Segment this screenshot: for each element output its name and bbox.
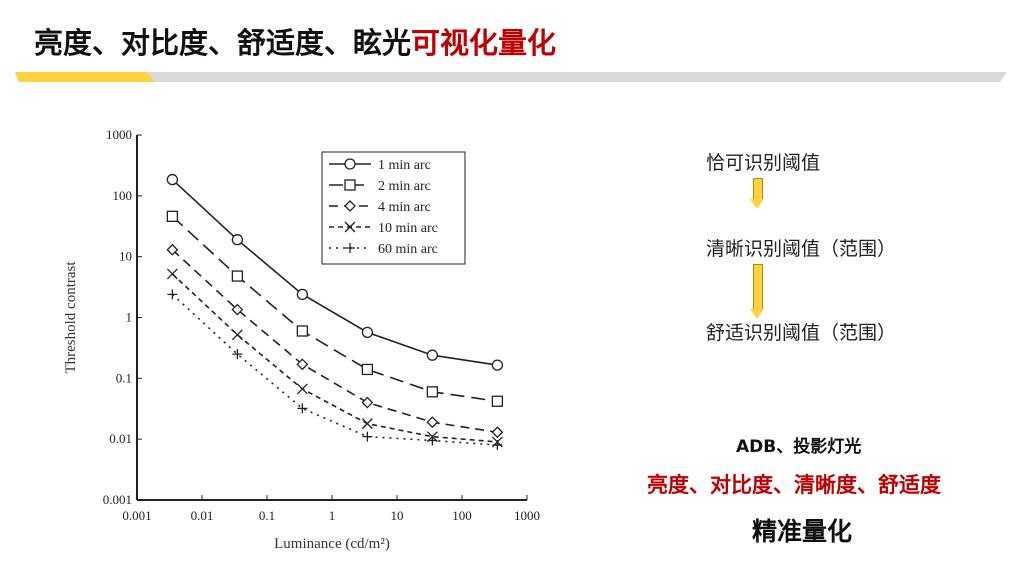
y-tick-label: 10 bbox=[119, 249, 132, 264]
diamond-marker bbox=[426, 416, 439, 429]
circle-marker bbox=[491, 359, 504, 371]
y-tick-label: 0.1 bbox=[116, 370, 132, 385]
x-tick-label: 100 bbox=[452, 508, 472, 523]
arrow-down-icon bbox=[750, 178, 764, 209]
flow-step-1: 恰可识别阈值 bbox=[706, 152, 821, 174]
diamond-marker bbox=[166, 243, 179, 256]
series-line-1 bbox=[171, 178, 498, 366]
x-marker bbox=[361, 418, 373, 430]
legend-label: 10 min arc bbox=[378, 221, 438, 236]
plus-marker bbox=[345, 243, 355, 253]
diamond-marker bbox=[491, 426, 504, 439]
plus-marker bbox=[232, 349, 243, 360]
x-axis-label: Luminance (cd/m²) bbox=[274, 536, 390, 552]
circle-marker bbox=[361, 326, 374, 339]
plus-marker bbox=[167, 289, 178, 300]
y-tick-label: 0.01 bbox=[109, 431, 132, 446]
square-marker bbox=[166, 210, 179, 222]
diamond-marker bbox=[344, 200, 356, 212]
plus-marker bbox=[427, 435, 438, 446]
legend-box bbox=[321, 151, 466, 265]
circle-marker bbox=[344, 158, 356, 170]
title-black-part: 亮度、对比度、舒适度、眩光 bbox=[34, 26, 412, 60]
x-marker bbox=[231, 329, 243, 341]
series-line-2 bbox=[171, 215, 498, 403]
x-tick-label: 1000 bbox=[514, 508, 540, 523]
diamond-marker bbox=[296, 358, 309, 371]
square-marker bbox=[344, 179, 356, 191]
y-axis-label: Threshold contrast bbox=[63, 261, 79, 374]
square-marker bbox=[361, 363, 374, 376]
legend-label: 1 min arc bbox=[378, 158, 431, 173]
adb-label: ADB、投影灯光 bbox=[736, 437, 862, 457]
legend-label: 2 min arc bbox=[378, 179, 431, 194]
y-tick-label: 1000 bbox=[106, 127, 132, 142]
legend-label: 60 min arc bbox=[378, 242, 438, 257]
x-tick-label: 0.1 bbox=[259, 508, 275, 523]
x-tick-label: 0.01 bbox=[191, 508, 214, 523]
title-underline-accent bbox=[15, 72, 155, 82]
arrow-down-icon bbox=[750, 264, 764, 319]
diamond-marker bbox=[231, 303, 244, 316]
metrics-label: 亮度、对比度、清晰度、舒适度 bbox=[647, 473, 941, 497]
y-tick-label: 1 bbox=[126, 310, 133, 325]
title-underline-bar bbox=[15, 72, 1007, 82]
plus-marker bbox=[297, 403, 308, 414]
legend-label: 4 min arc bbox=[378, 200, 431, 215]
title-red-part: 可视化量化 bbox=[411, 26, 557, 60]
series-line-5 bbox=[171, 293, 498, 446]
flow-step-2: 清晰识别阈值（范围） bbox=[706, 238, 897, 260]
x-tick-label: 0.001 bbox=[122, 508, 151, 523]
y-tick-label: 0.001 bbox=[103, 492, 132, 507]
x-marker bbox=[296, 383, 308, 395]
square-marker bbox=[491, 395, 504, 407]
circle-marker bbox=[231, 234, 244, 246]
square-marker bbox=[426, 386, 439, 398]
y-tick-label: 100 bbox=[113, 188, 133, 203]
square-marker bbox=[296, 325, 309, 337]
diamond-marker bbox=[361, 396, 374, 409]
x-marker bbox=[344, 221, 356, 233]
precise-quantify-label: 精准量化 bbox=[752, 517, 853, 546]
circle-marker bbox=[426, 349, 439, 361]
series-line-3 bbox=[171, 249, 498, 434]
circle-marker bbox=[166, 173, 179, 186]
square-marker bbox=[231, 270, 244, 282]
plus-marker bbox=[492, 440, 503, 451]
x-tick-label: 10 bbox=[391, 508, 404, 523]
page-title: 亮度、对比度、舒适度、眩光可视化量化 bbox=[34, 20, 556, 62]
flow-step-3: 舒适识别阈值（范围） bbox=[706, 322, 897, 344]
circle-marker bbox=[296, 288, 309, 301]
x-marker bbox=[166, 268, 178, 280]
plus-marker bbox=[362, 431, 373, 442]
series-line-4 bbox=[171, 273, 498, 443]
x-tick-label: 1 bbox=[329, 508, 336, 523]
